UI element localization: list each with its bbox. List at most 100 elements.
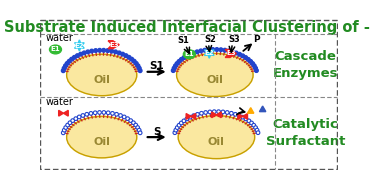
Circle shape [241, 54, 245, 58]
Circle shape [177, 123, 181, 127]
Circle shape [252, 123, 255, 127]
Text: P: P [253, 35, 260, 44]
Circle shape [196, 112, 199, 116]
Circle shape [137, 66, 141, 70]
Circle shape [127, 56, 131, 59]
Circle shape [174, 128, 178, 132]
Text: S1: S1 [178, 36, 190, 45]
Circle shape [221, 110, 225, 114]
Circle shape [94, 49, 98, 52]
Polygon shape [238, 114, 243, 119]
Text: E3: E3 [227, 50, 236, 57]
Circle shape [89, 112, 93, 115]
Ellipse shape [177, 53, 253, 97]
Text: Oil: Oil [206, 75, 223, 85]
Circle shape [82, 51, 86, 55]
Circle shape [249, 60, 252, 63]
Circle shape [188, 53, 192, 56]
Circle shape [217, 110, 220, 114]
Circle shape [251, 62, 254, 65]
Circle shape [121, 52, 125, 56]
Circle shape [211, 48, 215, 51]
Circle shape [182, 56, 186, 59]
Polygon shape [186, 114, 191, 119]
Circle shape [66, 123, 70, 127]
Circle shape [134, 62, 138, 65]
Circle shape [114, 50, 117, 54]
Circle shape [64, 126, 68, 129]
Circle shape [199, 49, 203, 53]
Text: E2: E2 [205, 50, 214, 56]
Circle shape [137, 128, 141, 132]
Polygon shape [260, 106, 266, 112]
Text: Oil: Oil [93, 75, 110, 85]
Circle shape [219, 48, 223, 52]
Circle shape [115, 112, 119, 116]
Circle shape [195, 50, 199, 54]
Circle shape [65, 62, 69, 65]
Circle shape [174, 64, 177, 68]
Polygon shape [212, 112, 217, 118]
Circle shape [61, 131, 65, 135]
Circle shape [119, 114, 122, 117]
Circle shape [250, 121, 254, 125]
Circle shape [254, 66, 257, 70]
Circle shape [102, 49, 105, 52]
Circle shape [238, 53, 241, 56]
Circle shape [129, 119, 132, 122]
Circle shape [180, 121, 183, 125]
Ellipse shape [67, 116, 137, 158]
Circle shape [256, 131, 260, 135]
Text: water: water [46, 33, 74, 43]
Circle shape [173, 131, 177, 135]
Circle shape [188, 115, 192, 119]
Circle shape [244, 117, 248, 121]
Text: E1: E1 [184, 51, 194, 57]
Text: Cascade
Enzymes: Cascade Enzymes [273, 50, 338, 81]
Circle shape [191, 51, 195, 55]
Circle shape [182, 119, 186, 123]
Polygon shape [248, 108, 254, 113]
Circle shape [62, 128, 66, 132]
Circle shape [98, 49, 101, 52]
Circle shape [247, 119, 251, 123]
Circle shape [74, 117, 78, 121]
Circle shape [255, 128, 259, 132]
Circle shape [138, 69, 142, 73]
Circle shape [192, 114, 196, 118]
Circle shape [234, 51, 238, 55]
Polygon shape [108, 41, 119, 49]
Circle shape [185, 117, 189, 121]
Circle shape [171, 69, 175, 72]
Circle shape [132, 60, 136, 63]
Circle shape [241, 115, 245, 119]
Circle shape [67, 60, 71, 63]
Circle shape [204, 111, 208, 114]
Circle shape [102, 111, 106, 114]
Polygon shape [59, 110, 64, 116]
Circle shape [254, 126, 257, 129]
Text: S3: S3 [228, 35, 240, 44]
Circle shape [81, 114, 85, 117]
Circle shape [172, 66, 176, 70]
Circle shape [207, 48, 211, 52]
Circle shape [117, 51, 121, 55]
Circle shape [98, 111, 101, 114]
Text: Oil: Oil [208, 137, 225, 147]
Circle shape [85, 112, 89, 116]
Polygon shape [191, 114, 196, 119]
Circle shape [64, 64, 67, 68]
Circle shape [215, 48, 219, 51]
Circle shape [252, 64, 256, 68]
Circle shape [77, 115, 81, 119]
Polygon shape [217, 112, 221, 118]
Ellipse shape [183, 50, 195, 59]
Circle shape [185, 54, 189, 58]
Circle shape [208, 110, 212, 114]
Circle shape [203, 48, 206, 52]
Circle shape [175, 62, 179, 65]
Text: E2: E2 [75, 43, 84, 49]
Circle shape [73, 56, 76, 59]
Circle shape [212, 110, 216, 114]
Circle shape [180, 58, 183, 61]
